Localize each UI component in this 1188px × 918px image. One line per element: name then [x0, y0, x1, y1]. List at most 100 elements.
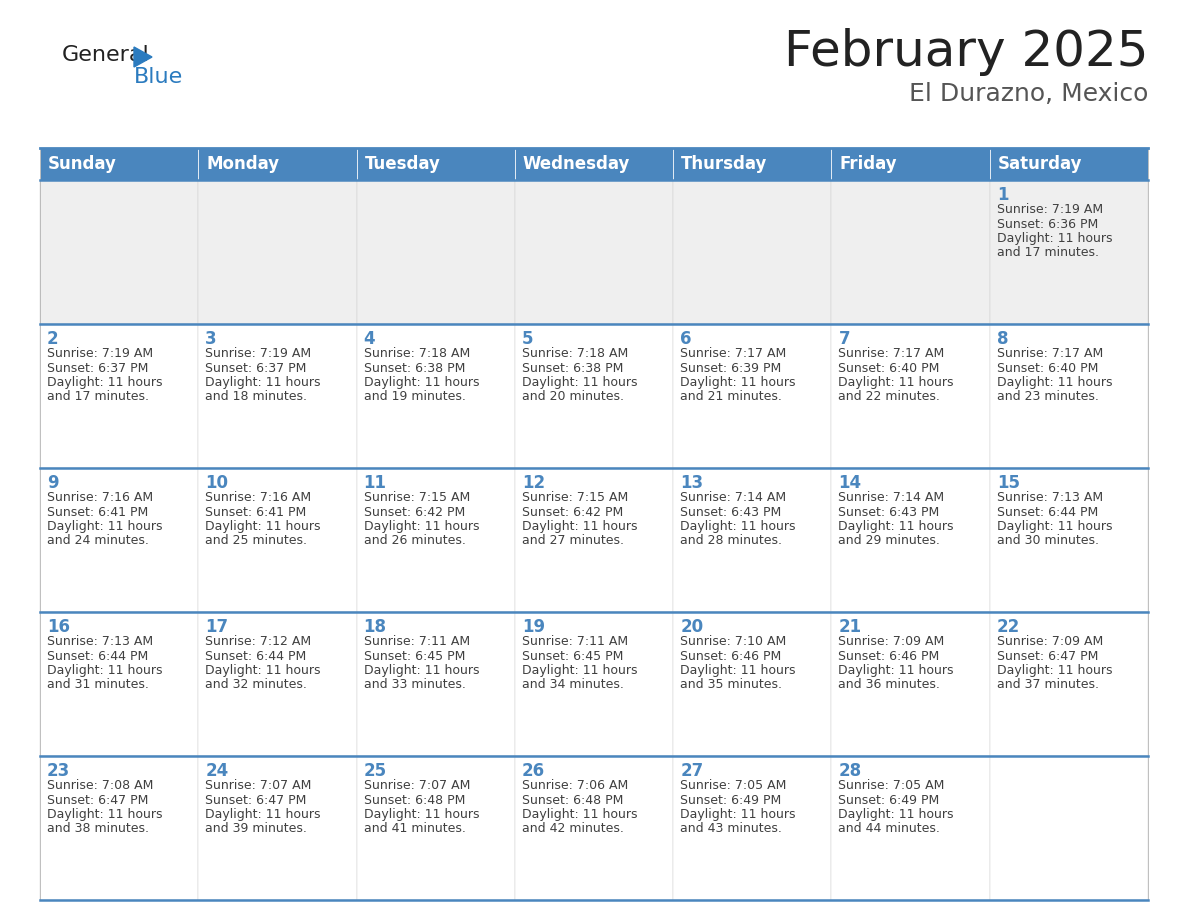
Text: El Durazno, Mexico: El Durazno, Mexico: [909, 82, 1148, 106]
Text: 9: 9: [48, 474, 58, 492]
Text: Sunset: 6:42 PM: Sunset: 6:42 PM: [522, 506, 624, 519]
Text: 19: 19: [522, 618, 545, 636]
Text: Sunset: 6:39 PM: Sunset: 6:39 PM: [681, 362, 782, 375]
Text: Sunrise: 7:16 AM: Sunrise: 7:16 AM: [48, 491, 153, 504]
Text: Sunrise: 7:11 AM: Sunrise: 7:11 AM: [364, 635, 469, 648]
Text: Sunset: 6:49 PM: Sunset: 6:49 PM: [681, 793, 782, 807]
Text: 18: 18: [364, 618, 386, 636]
Text: Sunset: 6:47 PM: Sunset: 6:47 PM: [48, 793, 148, 807]
Text: and 39 minutes.: and 39 minutes.: [206, 823, 308, 835]
Text: and 33 minutes.: and 33 minutes.: [364, 678, 466, 691]
Text: 27: 27: [681, 762, 703, 780]
Text: and 36 minutes.: and 36 minutes.: [839, 678, 941, 691]
Text: Sunset: 6:38 PM: Sunset: 6:38 PM: [364, 362, 465, 375]
Text: Daylight: 11 hours: Daylight: 11 hours: [48, 520, 163, 533]
Bar: [832, 756, 990, 900]
Text: Daylight: 11 hours: Daylight: 11 hours: [206, 664, 321, 677]
Text: 8: 8: [997, 330, 1009, 348]
Text: Daylight: 11 hours: Daylight: 11 hours: [997, 376, 1112, 389]
Bar: [40, 612, 198, 756]
Text: Sunrise: 7:16 AM: Sunrise: 7:16 AM: [206, 491, 311, 504]
Text: Sunrise: 7:09 AM: Sunrise: 7:09 AM: [839, 635, 944, 648]
Text: Daylight: 11 hours: Daylight: 11 hours: [206, 520, 321, 533]
Text: Sunrise: 7:12 AM: Sunrise: 7:12 AM: [206, 635, 311, 648]
Text: Sunset: 6:49 PM: Sunset: 6:49 PM: [839, 793, 940, 807]
Text: Daylight: 11 hours: Daylight: 11 hours: [364, 808, 479, 821]
Text: Daylight: 11 hours: Daylight: 11 hours: [681, 520, 796, 533]
Bar: [990, 612, 1148, 756]
Text: 13: 13: [681, 474, 703, 492]
Text: and 19 minutes.: and 19 minutes.: [364, 390, 466, 404]
Text: Daylight: 11 hours: Daylight: 11 hours: [839, 520, 954, 533]
Bar: [356, 612, 514, 756]
Text: Daylight: 11 hours: Daylight: 11 hours: [522, 376, 637, 389]
Text: Daylight: 11 hours: Daylight: 11 hours: [364, 664, 479, 677]
Text: Daylight: 11 hours: Daylight: 11 hours: [997, 232, 1112, 245]
Text: Sunset: 6:47 PM: Sunset: 6:47 PM: [206, 793, 307, 807]
Bar: [674, 180, 832, 324]
Text: Sunset: 6:40 PM: Sunset: 6:40 PM: [839, 362, 940, 375]
Text: Tuesday: Tuesday: [365, 155, 441, 173]
Text: and 26 minutes.: and 26 minutes.: [364, 534, 466, 547]
Text: Sunrise: 7:18 AM: Sunrise: 7:18 AM: [364, 347, 469, 360]
Bar: [40, 468, 198, 612]
Text: 6: 6: [681, 330, 691, 348]
Bar: [40, 756, 198, 900]
Text: Blue: Blue: [134, 67, 183, 87]
Bar: [674, 148, 832, 180]
Bar: [990, 756, 1148, 900]
Text: Daylight: 11 hours: Daylight: 11 hours: [681, 808, 796, 821]
Text: Sunrise: 7:14 AM: Sunrise: 7:14 AM: [839, 491, 944, 504]
Text: Friday: Friday: [840, 155, 897, 173]
Text: and 41 minutes.: and 41 minutes.: [364, 823, 466, 835]
Text: and 31 minutes.: and 31 minutes.: [48, 678, 148, 691]
Text: 25: 25: [364, 762, 387, 780]
Text: 23: 23: [48, 762, 70, 780]
Text: Daylight: 11 hours: Daylight: 11 hours: [839, 664, 954, 677]
Text: Daylight: 11 hours: Daylight: 11 hours: [839, 376, 954, 389]
Text: and 44 minutes.: and 44 minutes.: [839, 823, 941, 835]
Text: 7: 7: [839, 330, 851, 348]
Text: and 18 minutes.: and 18 minutes.: [206, 390, 308, 404]
Text: Sunrise: 7:13 AM: Sunrise: 7:13 AM: [48, 635, 153, 648]
Text: 11: 11: [364, 474, 386, 492]
Bar: [356, 180, 514, 324]
Text: Daylight: 11 hours: Daylight: 11 hours: [206, 376, 321, 389]
Text: and 17 minutes.: and 17 minutes.: [997, 247, 1099, 260]
Bar: [990, 180, 1148, 324]
Text: Daylight: 11 hours: Daylight: 11 hours: [364, 520, 479, 533]
Text: and 43 minutes.: and 43 minutes.: [681, 823, 782, 835]
Text: Sunset: 6:40 PM: Sunset: 6:40 PM: [997, 362, 1098, 375]
Bar: [990, 148, 1148, 180]
Text: Sunset: 6:47 PM: Sunset: 6:47 PM: [997, 650, 1098, 663]
Text: Sunset: 6:41 PM: Sunset: 6:41 PM: [206, 506, 307, 519]
Text: Monday: Monday: [207, 155, 279, 173]
Text: and 30 minutes.: and 30 minutes.: [997, 534, 1099, 547]
Text: Sunrise: 7:17 AM: Sunrise: 7:17 AM: [997, 347, 1102, 360]
Text: and 42 minutes.: and 42 minutes.: [522, 823, 624, 835]
Text: Sunset: 6:45 PM: Sunset: 6:45 PM: [522, 650, 624, 663]
Bar: [40, 180, 198, 324]
Text: Sunrise: 7:15 AM: Sunrise: 7:15 AM: [364, 491, 469, 504]
Text: and 32 minutes.: and 32 minutes.: [206, 678, 308, 691]
Text: Sunset: 6:42 PM: Sunset: 6:42 PM: [364, 506, 465, 519]
Text: Sunrise: 7:17 AM: Sunrise: 7:17 AM: [839, 347, 944, 360]
Text: and 34 minutes.: and 34 minutes.: [522, 678, 624, 691]
Text: Sunset: 6:36 PM: Sunset: 6:36 PM: [997, 218, 1098, 230]
Text: Daylight: 11 hours: Daylight: 11 hours: [522, 808, 637, 821]
Text: Sunset: 6:44 PM: Sunset: 6:44 PM: [48, 650, 148, 663]
Bar: [674, 468, 832, 612]
Bar: [674, 324, 832, 468]
Text: Sunrise: 7:08 AM: Sunrise: 7:08 AM: [48, 779, 153, 792]
Bar: [198, 612, 356, 756]
Text: 21: 21: [839, 618, 861, 636]
Text: Daylight: 11 hours: Daylight: 11 hours: [997, 520, 1112, 533]
Text: Daylight: 11 hours: Daylight: 11 hours: [997, 664, 1112, 677]
Text: Sunrise: 7:07 AM: Sunrise: 7:07 AM: [364, 779, 470, 792]
Text: 1: 1: [997, 186, 1009, 204]
Bar: [514, 180, 674, 324]
Bar: [674, 756, 832, 900]
Text: 22: 22: [997, 618, 1020, 636]
Text: and 28 minutes.: and 28 minutes.: [681, 534, 782, 547]
Text: Sunrise: 7:19 AM: Sunrise: 7:19 AM: [48, 347, 153, 360]
